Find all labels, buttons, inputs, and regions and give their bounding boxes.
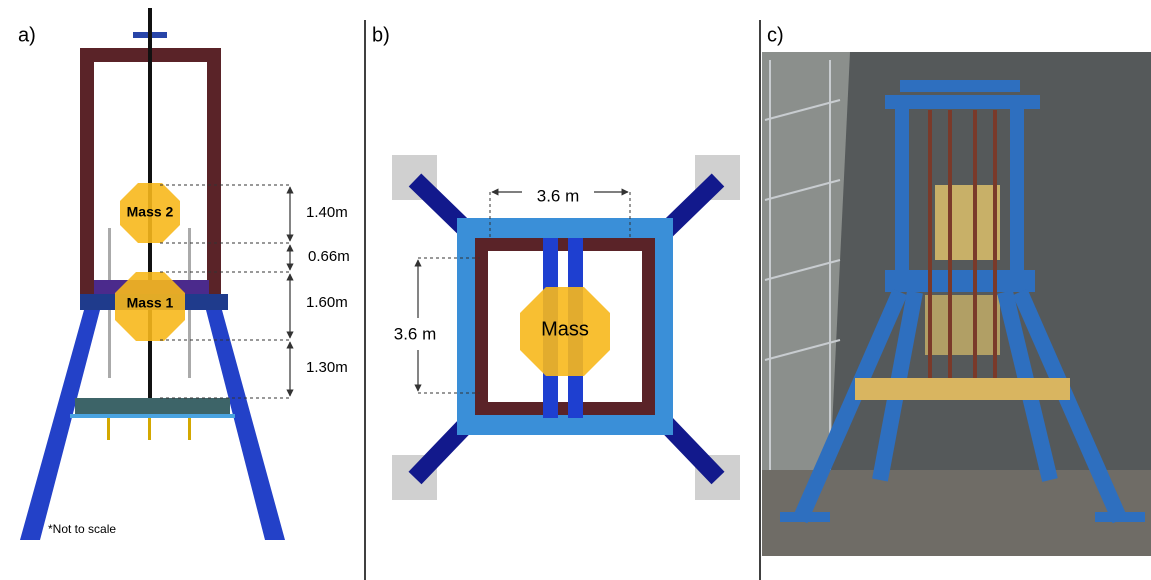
dimension-label: 3.6 m — [537, 186, 580, 205]
note: *Not to scale — [48, 522, 116, 536]
dimension-label: 3.6 m — [394, 324, 437, 343]
panel-c: c) — [762, 24, 1151, 556]
panel-label: c) — [767, 24, 784, 46]
panel-label: a) — [18, 24, 36, 46]
panel-label: b) — [372, 24, 390, 46]
figure: a) Mass 2 Mass 1 1.40m 0.66m 1.60m 1.30m — [0, 0, 1151, 580]
panel-a: a) Mass 2 Mass 1 1.40m 0.66m 1.60m 1.30m — [18, 8, 350, 540]
panel-b: b) Mass 3.6 m 3.6 m — [372, 24, 740, 500]
dimension-label: 1.30m — [306, 359, 348, 376]
dimension-label: 1.40m — [306, 204, 348, 221]
mass-label: Mass — [541, 318, 589, 340]
mass-label: Mass 2 — [127, 204, 174, 220]
dimension-label: 1.60m — [306, 294, 348, 311]
dimension-label: 0.66m — [308, 248, 350, 265]
mass-label: Mass 1 — [127, 295, 174, 311]
